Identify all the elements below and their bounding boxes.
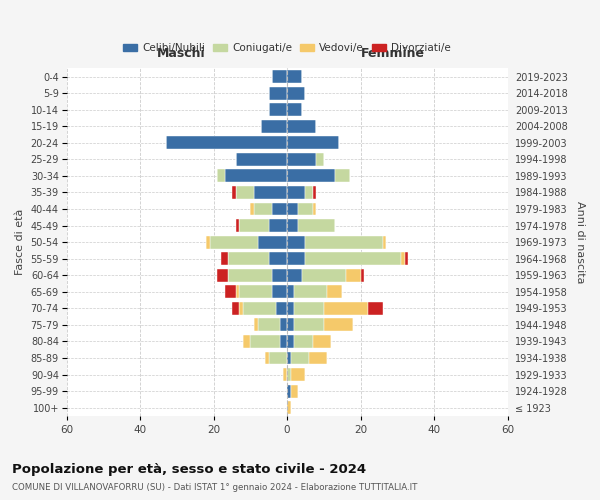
Bar	[236, 286, 239, 298]
Bar	[287, 384, 291, 398]
Bar	[287, 136, 338, 149]
Bar	[236, 186, 254, 199]
Bar	[257, 236, 287, 248]
Bar	[295, 286, 328, 298]
Bar	[305, 186, 313, 199]
Bar	[313, 335, 331, 348]
Bar	[287, 219, 298, 232]
Bar	[346, 269, 361, 281]
Bar	[224, 170, 287, 182]
Bar	[257, 318, 280, 332]
Bar	[265, 352, 269, 364]
Bar	[295, 335, 313, 348]
Bar	[298, 219, 335, 232]
Bar	[276, 302, 287, 315]
Bar	[328, 286, 342, 298]
Bar	[305, 252, 401, 265]
Text: COMUNE DI VILLANOVAFORRU (SU) - Dati ISTAT 1° gennaio 2024 - Elaborazione TUTTIT: COMUNE DI VILLANOVAFORRU (SU) - Dati IST…	[12, 482, 418, 492]
Bar	[287, 86, 305, 100]
Bar	[313, 202, 316, 215]
Bar	[250, 202, 254, 215]
Bar	[217, 269, 228, 281]
Bar	[287, 368, 291, 381]
Bar	[287, 153, 316, 166]
Text: Maschi: Maschi	[157, 46, 206, 60]
Bar	[269, 219, 287, 232]
Bar	[295, 302, 324, 315]
Bar	[228, 269, 272, 281]
Bar	[287, 236, 305, 248]
Bar	[272, 269, 287, 281]
Bar	[291, 368, 305, 381]
Bar	[236, 153, 287, 166]
Bar	[210, 236, 257, 248]
Bar	[228, 252, 269, 265]
Bar	[287, 252, 305, 265]
Bar	[287, 335, 295, 348]
Bar	[316, 153, 324, 166]
Bar	[287, 318, 295, 332]
Bar	[243, 302, 276, 315]
Bar	[305, 236, 383, 248]
Text: Femmine: Femmine	[361, 46, 425, 60]
Bar	[262, 120, 287, 132]
Bar	[404, 252, 409, 265]
Bar	[291, 352, 309, 364]
Bar	[232, 186, 236, 199]
Bar	[302, 269, 346, 281]
Bar	[166, 136, 287, 149]
Bar	[309, 352, 328, 364]
Bar	[269, 252, 287, 265]
Bar	[221, 252, 228, 265]
Bar	[232, 302, 239, 315]
Bar	[295, 318, 324, 332]
Bar	[324, 318, 353, 332]
Text: Popolazione per età, sesso e stato civile - 2024: Popolazione per età, sesso e stato civil…	[12, 462, 366, 475]
Bar	[236, 219, 239, 232]
Y-axis label: Anni di nascita: Anni di nascita	[575, 201, 585, 283]
Bar	[401, 252, 404, 265]
Bar	[269, 86, 287, 100]
Bar	[291, 384, 298, 398]
Bar	[298, 202, 313, 215]
Bar	[335, 170, 350, 182]
Legend: Celibi/Nubili, Coniugati/e, Vedovi/e, Divorziati/e: Celibi/Nubili, Coniugati/e, Vedovi/e, Di…	[119, 38, 455, 57]
Bar	[287, 286, 295, 298]
Bar	[280, 335, 287, 348]
Bar	[287, 401, 291, 414]
Bar	[313, 186, 316, 199]
Bar	[287, 70, 302, 83]
Bar	[272, 202, 287, 215]
Bar	[243, 335, 250, 348]
Bar	[254, 186, 287, 199]
Bar	[239, 219, 269, 232]
Bar	[287, 352, 291, 364]
Bar	[287, 103, 302, 116]
Bar	[287, 302, 295, 315]
Bar	[269, 352, 287, 364]
Bar	[287, 202, 298, 215]
Bar	[272, 286, 287, 298]
Bar	[287, 120, 316, 132]
Bar	[383, 236, 386, 248]
Bar	[361, 269, 364, 281]
Bar	[239, 286, 272, 298]
Bar	[324, 302, 368, 315]
Bar	[269, 103, 287, 116]
Bar	[206, 236, 210, 248]
Bar	[217, 170, 224, 182]
Bar	[368, 302, 383, 315]
Bar	[254, 202, 272, 215]
Bar	[239, 302, 243, 315]
Bar	[272, 70, 287, 83]
Bar	[224, 286, 236, 298]
Bar	[287, 269, 302, 281]
Y-axis label: Fasce di età: Fasce di età	[15, 209, 25, 276]
Bar	[283, 368, 287, 381]
Bar	[254, 318, 257, 332]
Bar	[280, 318, 287, 332]
Bar	[250, 335, 280, 348]
Bar	[287, 170, 335, 182]
Bar	[287, 186, 305, 199]
